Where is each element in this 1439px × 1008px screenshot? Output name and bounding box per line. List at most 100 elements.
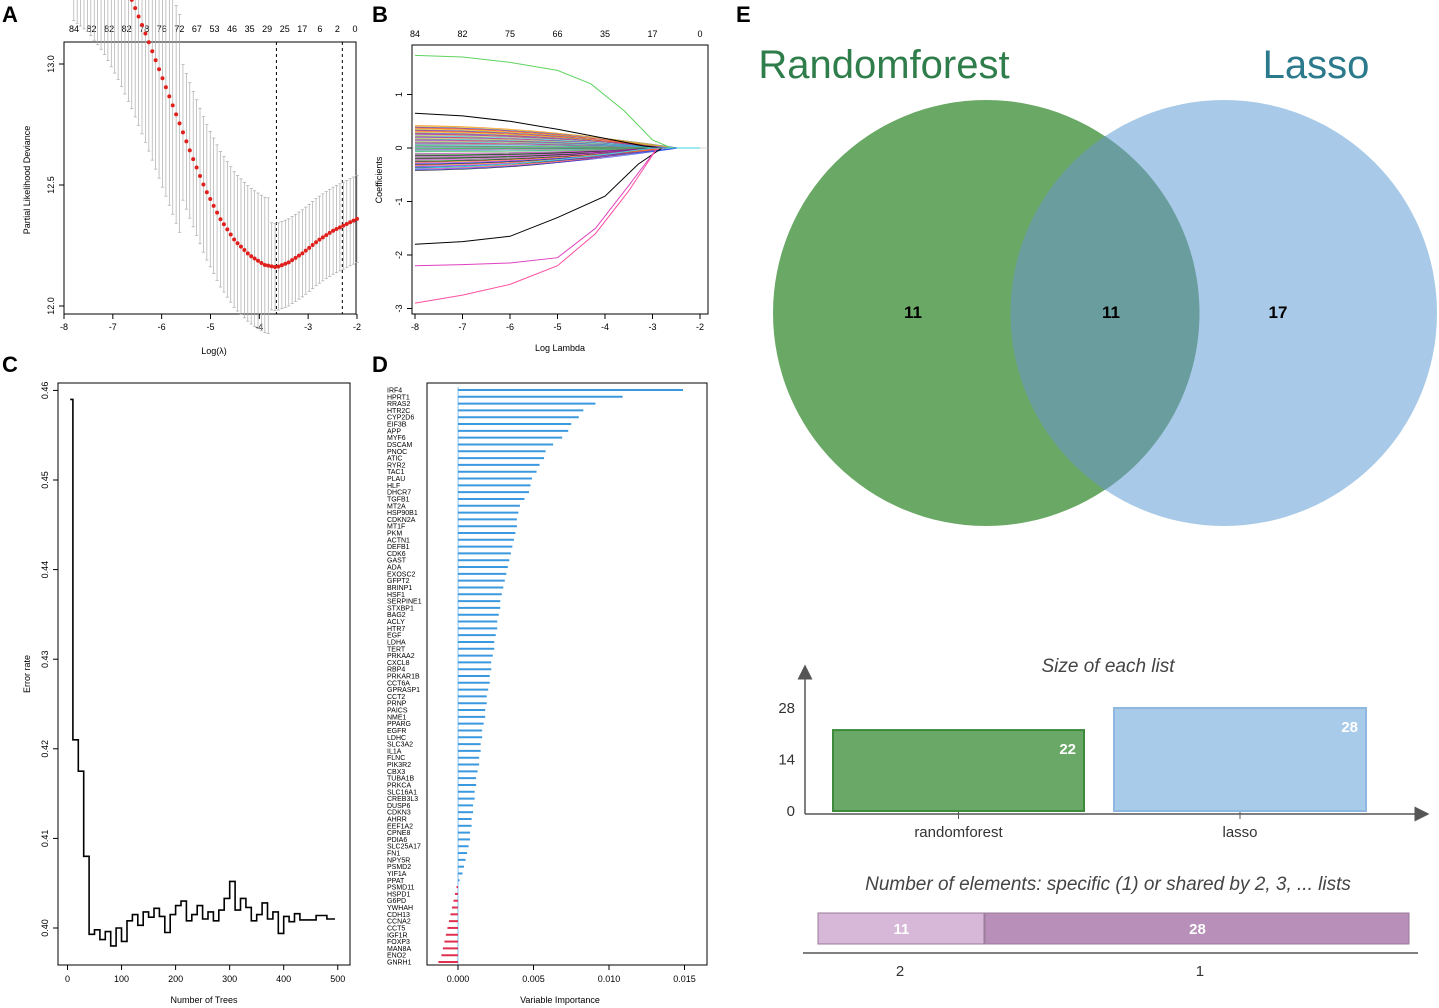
cv-point — [334, 227, 339, 232]
panel-e: E Randomforest Lasso 11 11 17 Size of ea… — [736, 2, 1437, 980]
gene-label: CDK6 — [387, 551, 406, 558]
cv-point — [279, 263, 284, 268]
cv-point — [276, 264, 281, 269]
cv-point — [317, 237, 322, 242]
y-tick-label-b: 1 — [394, 92, 404, 97]
gene-label: YWHAH — [387, 905, 413, 912]
y-tick-label-c: 0.44 — [40, 561, 50, 579]
cv-point — [324, 233, 329, 238]
gene-label: ACLY — [387, 619, 405, 626]
gene-label: HSP90B1 — [387, 510, 418, 517]
top-count-a: 29 — [262, 24, 272, 34]
x-axis-d: 0.000 0.005 0.010 0.015 — [447, 965, 696, 984]
cv-point — [146, 40, 151, 45]
gene-label: IGF1R — [387, 932, 408, 939]
panel-b: B 84 82 75 66 35 17 0 -8 -7 -6 -5 -4 -3 -2 -3-2-101 … — [372, 2, 709, 353]
gene-label: DSCAM — [387, 442, 412, 449]
gene-label: BAG2 — [387, 612, 406, 619]
x-tick-label-a: -7 — [109, 322, 117, 332]
gene-label: CYP2D6 — [387, 415, 414, 422]
coef-path-minor — [414, 146, 700, 149]
gene-label: NME1 — [387, 714, 407, 721]
gene-label: CCT6A — [387, 680, 410, 687]
gene-label: CXCL8 — [387, 660, 410, 667]
gene-label: NPY5R — [387, 857, 410, 864]
x-label-b: Log Lambda — [535, 343, 585, 353]
venn-count-right-only: 17 — [1269, 303, 1288, 322]
cv-point — [238, 244, 243, 249]
x-axis-c: 0 100 200 300 400 500 — [65, 965, 345, 984]
gene-label: HPRT1 — [387, 394, 410, 401]
cv-point — [286, 260, 291, 265]
cv-point — [245, 251, 250, 256]
y-tick-label-a: 12.0 — [46, 297, 56, 315]
coef-path-minor — [414, 147, 700, 163]
cv-point — [228, 232, 233, 237]
size-chart-bars: 22 randomforest 28 lasso — [832, 707, 1367, 841]
shared-axis-label: 2 — [896, 963, 904, 980]
coef-path-minor — [414, 138, 700, 149]
gene-label: DEFB1 — [387, 544, 410, 551]
gene-label: PRKAR1B — [387, 674, 420, 681]
gene-label: PRNP — [387, 701, 407, 708]
size-y-tick-label: 14 — [778, 752, 795, 769]
panel-letter-d: D — [372, 352, 388, 377]
cv-point — [310, 243, 315, 248]
shared-chart-title: Number of elements: specific (1) or shar… — [865, 874, 1351, 895]
gene-labels-d: IRF4HPRT1RRAS2HTR2CCYP2D6EIF3BAPPMYF6DSC… — [387, 388, 422, 967]
gene-label: STXBP1 — [387, 605, 414, 612]
x-tick-label-a: -4 — [255, 322, 263, 332]
cv-point — [218, 217, 223, 222]
top-count-a: 82 — [104, 24, 114, 34]
cv-point — [293, 255, 298, 260]
gene-label: MT1F — [387, 524, 405, 531]
cv-point — [160, 76, 165, 81]
y-tick-label-c: 0.42 — [40, 740, 50, 758]
size-bar-randomforest — [832, 729, 1085, 812]
x-tick-label-a: -2 — [353, 322, 361, 332]
cv-point — [177, 121, 182, 126]
x-tick-label-c: 0 — [65, 974, 70, 984]
gene-label: HLF — [387, 483, 400, 490]
shared-segment-1 — [984, 912, 1410, 945]
x-tick-label-d: 0.010 — [598, 974, 621, 984]
gene-label: BRINP1 — [387, 585, 412, 592]
gene-label: EGF — [387, 633, 401, 640]
top-axis-a: 84 82 82 82 78 76 72 67 53 46 35 29 25 17 6 2 0 — [69, 24, 358, 34]
cv-point — [157, 67, 162, 72]
gene-label: GNRH1 — [387, 960, 412, 967]
shared-segment-value: 11 — [894, 921, 910, 938]
x-tick-label-b: -7 — [458, 322, 466, 332]
cv-point — [242, 248, 247, 253]
gene-label: CCNA2 — [387, 919, 411, 926]
x-tick-label-c: 400 — [276, 974, 291, 984]
cv-point — [320, 235, 325, 240]
x-axis-b: -8 -7 -6 -5 -4 -3 -2 — [411, 314, 704, 332]
gene-label: PNOC — [387, 449, 407, 456]
cv-point — [208, 197, 213, 202]
gene-label: APP — [387, 428, 401, 435]
gene-label: RRAS2 — [387, 401, 410, 408]
y-label-c: Error rate — [22, 655, 32, 693]
top-count-a: 25 — [280, 24, 290, 34]
gene-label: CCT5 — [387, 925, 405, 932]
gene-label: PIK3R2 — [387, 762, 411, 769]
error-curve-c — [70, 398, 335, 947]
gene-label: PRKAA2 — [387, 653, 415, 660]
gene-label: CREB3L3 — [387, 796, 418, 803]
cv-point — [136, 14, 141, 19]
x-tick-label-c: 200 — [168, 974, 183, 984]
cv-curve-a — [72, 0, 359, 334]
y-tick-label-b: 0 — [394, 145, 404, 150]
venn-title-randomforest: Randomforest — [758, 43, 1009, 87]
shared-chart-bars: 11 2 28 1 — [817, 912, 1410, 980]
x-tick-label-a: -3 — [304, 322, 312, 332]
gene-label: ADA — [387, 565, 402, 572]
y-tick-label-a: 12.5 — [46, 176, 56, 194]
y-tick-label-c: 0.41 — [40, 830, 50, 848]
top-count-b: 66 — [552, 29, 562, 39]
cv-point — [198, 173, 203, 178]
cv-point — [341, 223, 346, 228]
x-label-c: Number of Trees — [170, 995, 238, 1005]
plot-frame-c — [57, 382, 351, 966]
